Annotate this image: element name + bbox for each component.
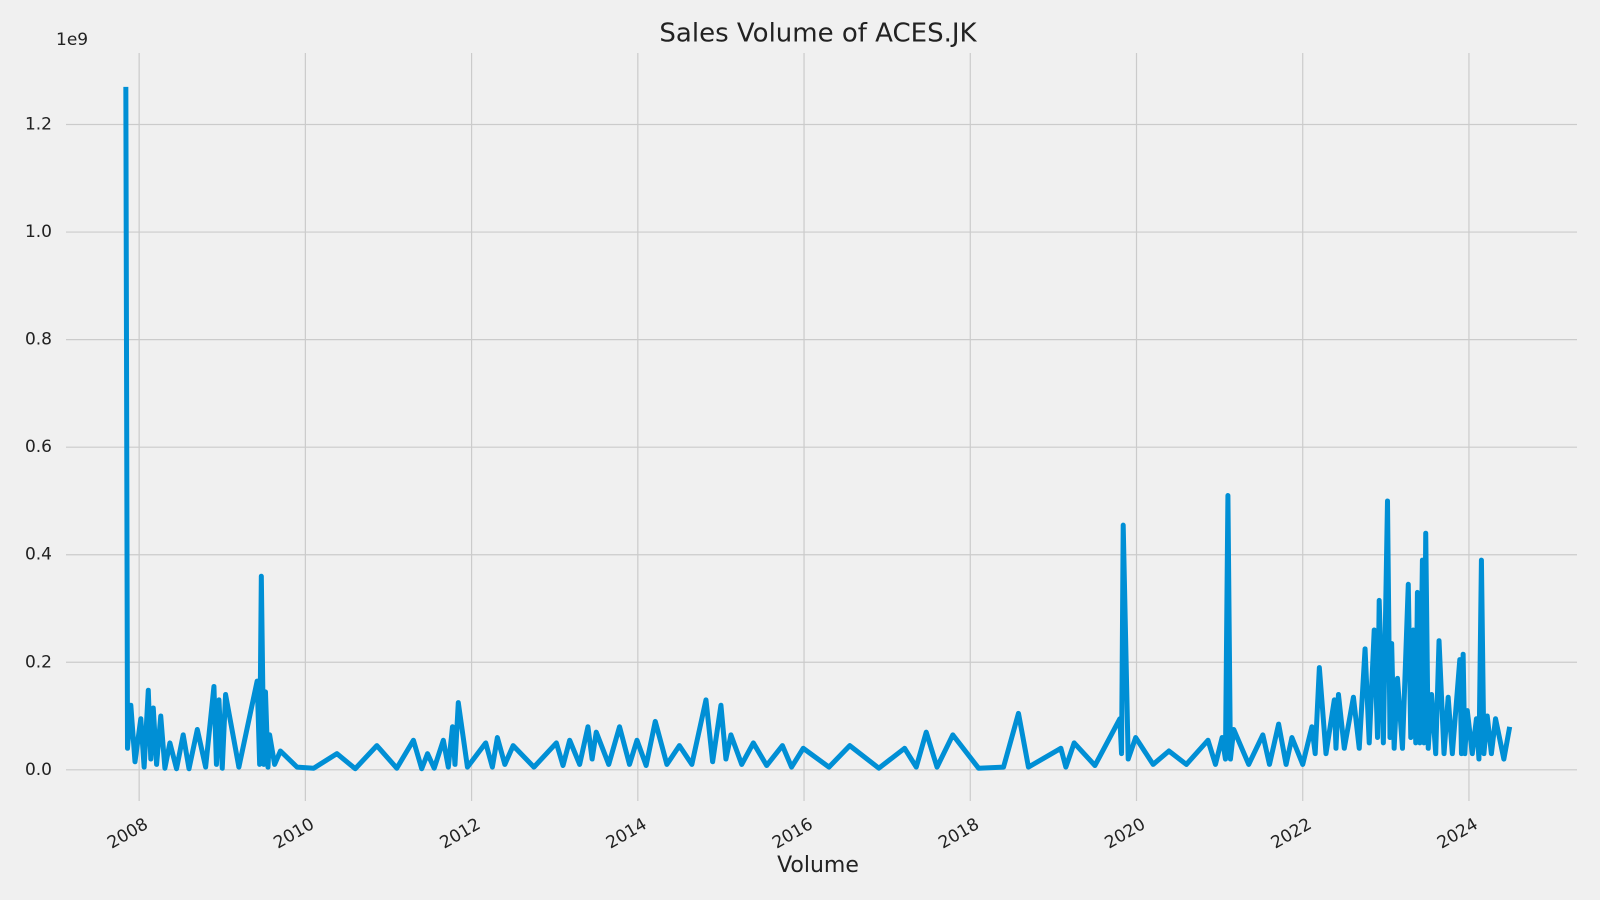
y-tick-label: 1.2 (25, 115, 52, 135)
line-series (123, 86, 1513, 772)
x-axis-label: Volume (777, 853, 859, 878)
grid (66, 53, 1577, 801)
y-tick-label: 0.6 (25, 437, 52, 457)
y-offset-label: 1e9 (56, 30, 88, 50)
y-tick-label: 0.0 (25, 760, 52, 780)
y-tick-label: 0.4 (25, 545, 52, 565)
y-tick-label: 0.8 (25, 330, 52, 350)
y-tick-label: 1.0 (25, 222, 52, 242)
y-tick-label: 0.2 (25, 652, 52, 672)
chart-title: Sales Volume of ACES.JK (659, 19, 977, 49)
plot (123, 86, 1513, 772)
